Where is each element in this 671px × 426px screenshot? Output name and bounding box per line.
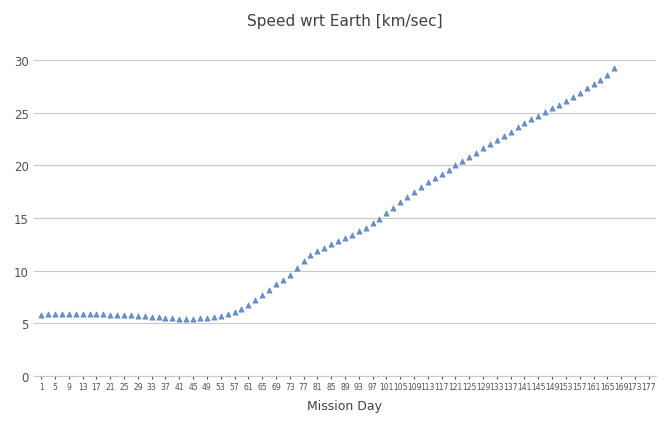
Point bbox=[50, 311, 60, 318]
Point bbox=[333, 238, 344, 245]
Point bbox=[119, 312, 130, 319]
Point bbox=[56, 311, 67, 318]
Point bbox=[423, 179, 433, 186]
Point bbox=[568, 94, 578, 101]
Point bbox=[77, 311, 88, 318]
Point bbox=[609, 66, 619, 72]
Point bbox=[257, 292, 268, 299]
Point bbox=[326, 242, 337, 248]
X-axis label: Mission Day: Mission Day bbox=[307, 399, 382, 412]
Point bbox=[84, 311, 95, 318]
Point bbox=[132, 313, 143, 320]
Point bbox=[91, 311, 102, 318]
Point bbox=[519, 121, 530, 127]
Point bbox=[484, 141, 495, 148]
Point bbox=[574, 90, 585, 97]
Point bbox=[547, 106, 558, 112]
Point bbox=[105, 312, 115, 319]
Point bbox=[98, 311, 109, 318]
Point bbox=[374, 216, 385, 223]
Point bbox=[174, 316, 185, 323]
Point bbox=[222, 311, 233, 318]
Point bbox=[195, 315, 205, 322]
Point bbox=[402, 194, 413, 201]
Point bbox=[285, 272, 295, 279]
Point bbox=[409, 189, 419, 196]
Point bbox=[243, 301, 254, 308]
Point bbox=[395, 199, 405, 206]
Point bbox=[298, 258, 309, 265]
Point bbox=[319, 245, 329, 251]
Point bbox=[588, 81, 599, 88]
Point bbox=[450, 163, 461, 170]
Point bbox=[354, 228, 364, 235]
Point bbox=[539, 109, 550, 116]
Point bbox=[36, 312, 46, 319]
Point bbox=[140, 313, 150, 320]
Point bbox=[595, 77, 606, 84]
Point bbox=[278, 277, 289, 284]
Point bbox=[499, 133, 509, 140]
Point bbox=[436, 171, 447, 178]
Point bbox=[581, 86, 592, 92]
Point bbox=[526, 116, 537, 123]
Point bbox=[381, 210, 392, 217]
Point bbox=[264, 287, 274, 294]
Point bbox=[415, 184, 426, 191]
Point bbox=[471, 150, 482, 157]
Point bbox=[236, 305, 247, 312]
Point bbox=[146, 314, 157, 321]
Point bbox=[250, 297, 260, 304]
Point bbox=[533, 113, 544, 120]
Point bbox=[188, 316, 199, 323]
Point bbox=[201, 315, 212, 322]
Point bbox=[491, 137, 502, 144]
Point bbox=[478, 146, 488, 153]
Point bbox=[270, 282, 281, 288]
Point bbox=[70, 311, 81, 318]
Point bbox=[160, 315, 171, 322]
Point bbox=[457, 158, 468, 165]
Point bbox=[340, 235, 350, 242]
Point bbox=[125, 312, 136, 319]
Point bbox=[64, 311, 74, 318]
Point bbox=[112, 312, 123, 319]
Point bbox=[209, 314, 219, 321]
Point bbox=[153, 314, 164, 321]
Title: Speed wrt Earth [km/sec]: Speed wrt Earth [km/sec] bbox=[247, 14, 443, 29]
Point bbox=[505, 129, 516, 135]
Point bbox=[388, 204, 399, 211]
Point bbox=[367, 220, 378, 227]
Point bbox=[560, 98, 571, 105]
Point bbox=[229, 309, 240, 316]
Point bbox=[43, 311, 54, 318]
Point bbox=[602, 72, 613, 79]
Point bbox=[305, 252, 316, 259]
Point bbox=[512, 125, 523, 132]
Point bbox=[443, 167, 454, 173]
Point bbox=[291, 265, 302, 271]
Point bbox=[360, 225, 371, 231]
Point bbox=[312, 248, 323, 255]
Point bbox=[554, 103, 564, 109]
Point bbox=[215, 313, 226, 320]
Point bbox=[464, 154, 474, 161]
Point bbox=[167, 315, 178, 322]
Point bbox=[429, 175, 440, 182]
Point bbox=[180, 316, 191, 323]
Point bbox=[346, 232, 357, 239]
